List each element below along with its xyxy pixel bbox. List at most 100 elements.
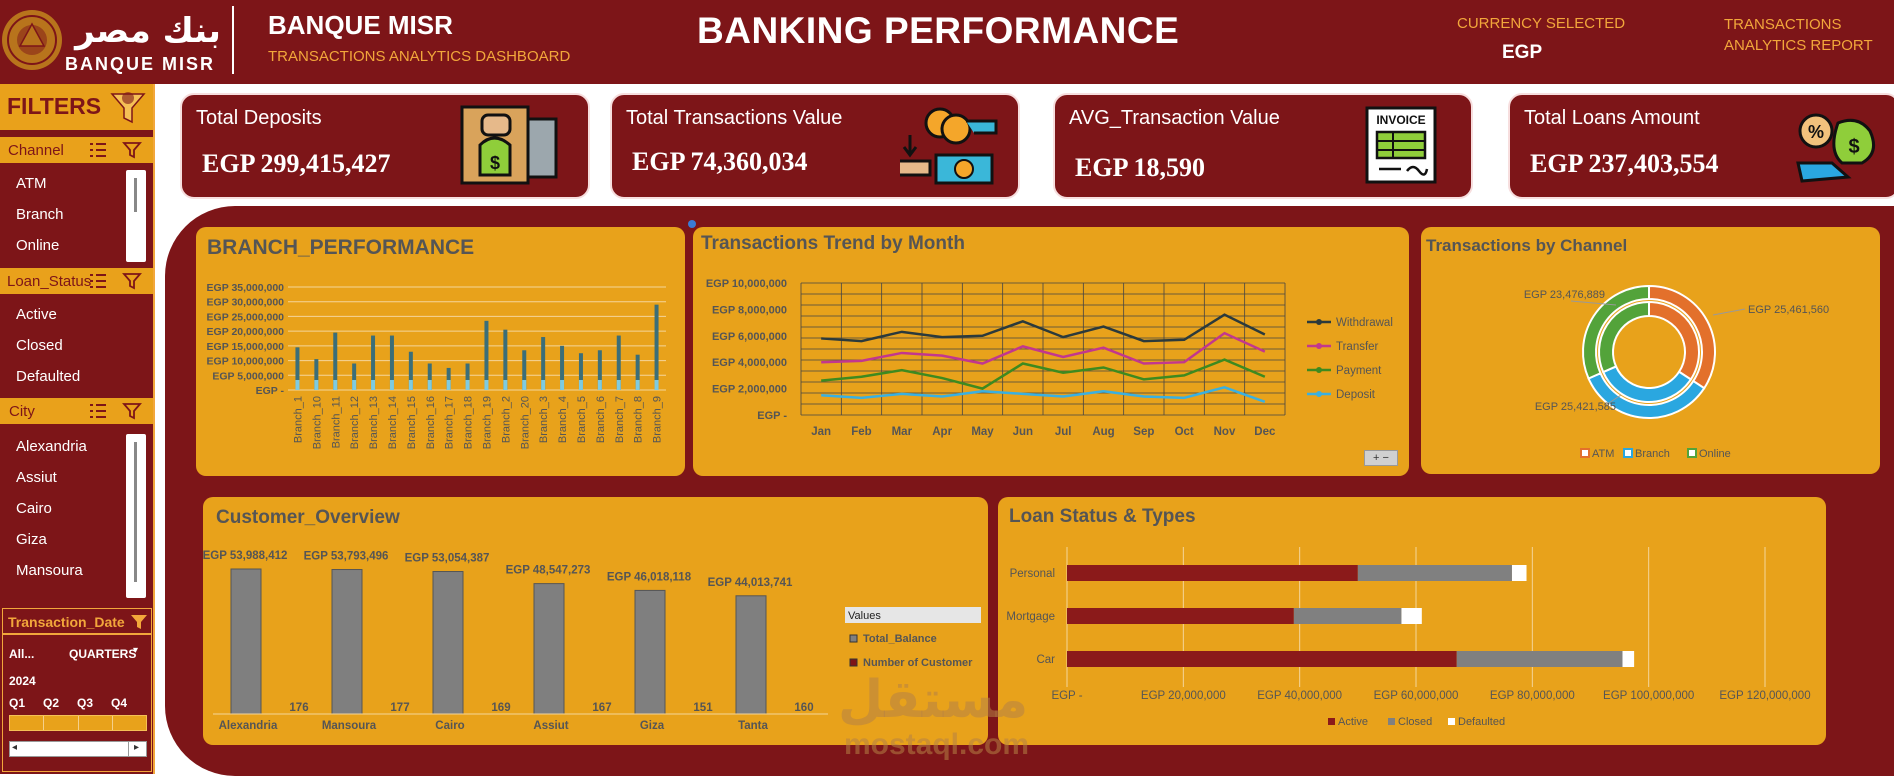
x-tick-label: Feb <box>851 426 871 438</box>
bar <box>616 335 621 390</box>
multi-select-icon[interactable] <box>88 272 108 290</box>
x-tick-label: Branch_16 <box>425 396 437 449</box>
x-tick-label: Branch_19 <box>481 396 493 449</box>
kpi-value: EGP 74,360,034 <box>632 147 808 176</box>
data-label: EGP 46,018,118 <box>607 571 692 583</box>
bar <box>560 345 565 390</box>
svg-text:$: $ <box>1848 136 1859 158</box>
bar <box>522 350 527 390</box>
legend-marker <box>1316 367 1322 373</box>
bar <box>533 583 565 715</box>
bar-base <box>522 380 527 390</box>
clear-filter-icon[interactable] <box>129 613 149 631</box>
quarter-q2[interactable]: Q2 <box>43 696 60 710</box>
clear-filter-icon[interactable] <box>122 272 142 290</box>
chevron-down-icon[interactable]: ▾ <box>133 645 139 656</box>
channel-item-atm[interactable]: ATM <box>16 175 47 192</box>
bar <box>465 363 470 390</box>
logo-latin: BANQUE MISR <box>65 54 215 74</box>
bar-segment <box>1293 608 1402 624</box>
currency-value[interactable]: EGP <box>1502 42 1543 63</box>
x-tick-label: Branch_20 <box>519 396 531 449</box>
loan-status-item-defaulted[interactable]: Defaulted <box>16 368 81 385</box>
loan-status-item-closed[interactable]: Closed <box>16 337 63 354</box>
loan-money-bag-icon: % $ <box>1796 113 1876 183</box>
quarter-q3[interactable]: Q3 <box>77 696 94 710</box>
clear-filter-icon[interactable] <box>122 402 142 420</box>
bar-base <box>408 380 413 390</box>
channel-item-online[interactable]: Online <box>16 237 60 254</box>
bar-segment <box>1511 565 1527 581</box>
data-label: 169 <box>491 702 510 714</box>
bar <box>634 589 666 715</box>
x-tick-label: Branch_13 <box>368 396 380 449</box>
bar <box>635 354 640 390</box>
x-tick-label: Apr <box>932 426 952 438</box>
x-tick-label: Branch_14 <box>387 396 399 449</box>
y-tick-label: Mortgage <box>1006 611 1055 623</box>
y-tick-label: EGP - <box>256 385 285 397</box>
date-all-label[interactable]: All... <box>9 647 35 661</box>
timeline-scrollbar[interactable]: ◂ ▸ <box>9 741 147 757</box>
legend-label: Number of Customer <box>863 657 973 669</box>
y-tick-label: EGP - <box>757 410 787 422</box>
series-line <box>821 385 1266 403</box>
pie-slice <box>1598 300 1650 374</box>
filters-title: FILTERS <box>7 93 102 119</box>
data-label: 167 <box>592 702 611 714</box>
city-item-giza[interactable]: Giza <box>16 531 47 548</box>
legend-label: Branch <box>1635 448 1670 460</box>
city-item-assiut[interactable]: Assiut <box>16 469 57 486</box>
legend-marker <box>1316 343 1322 349</box>
quarter-q4[interactable]: Q4 <box>111 696 128 710</box>
bar <box>230 568 262 715</box>
report-link[interactable]: TRANSACTIONS ANALYTICS REPORT <box>1724 16 1873 54</box>
kpi-value: EGP 18,590 <box>1075 153 1206 182</box>
city-item-mansoura[interactable]: Mansoura <box>16 562 83 579</box>
data-label: 160 <box>794 702 813 714</box>
x-tick-label: EGP 60,000,000 <box>1374 690 1459 702</box>
bar-base <box>654 380 659 390</box>
y-tick-label: EGP 10,000,000 <box>207 356 285 368</box>
funnel-gear-icon <box>110 92 146 124</box>
multi-select-icon[interactable] <box>88 141 108 159</box>
bar-base <box>465 380 470 390</box>
loan-status-item-active[interactable]: Active <box>16 306 57 323</box>
bar-base <box>560 380 565 390</box>
clear-filter-icon[interactable] <box>122 141 142 159</box>
legend-title: Values <box>848 610 881 622</box>
branch-performance-panel: BRANCH_PERFORMANCE EGP - EGP 5,000,000 EGP… <box>196 227 685 476</box>
bank-name: BANQUE MISR <box>268 10 453 40</box>
data-label: EGP 48,547,273 <box>506 565 591 577</box>
page-title: BANKING PERFORMANCE <box>697 10 1180 51</box>
bar-base <box>503 380 508 390</box>
channel-filter-title: Channel <box>8 142 64 159</box>
city-scrollbar[interactable] <box>126 434 146 598</box>
city-item-alexandria[interactable]: Alexandria <box>16 438 87 455</box>
legend-swatch <box>849 634 858 643</box>
x-tick-label: Jun <box>1013 426 1033 438</box>
city-item-cairo[interactable]: Cairo <box>16 500 52 517</box>
quarter-q1[interactable]: Q1 <box>9 696 26 710</box>
data-label: EGP 25,461,560 <box>1748 304 1829 316</box>
x-tick-label: Nov <box>1214 426 1236 438</box>
bar <box>541 337 546 390</box>
multi-select-icon[interactable] <box>88 402 108 420</box>
kpi-label: Total Loans Amount <box>1524 107 1700 129</box>
x-tick-label: Giza <box>640 720 665 732</box>
bar-base <box>352 380 357 390</box>
bar-base <box>616 380 621 390</box>
date-period-dropdown[interactable]: QUARTERS <box>69 647 137 661</box>
quarter-timeline-bar[interactable] <box>9 715 147 731</box>
bar-segment <box>1622 651 1635 667</box>
channel-item-branch[interactable]: Branch <box>16 206 64 223</box>
x-tick-label: EGP 20,000,000 <box>1141 690 1226 702</box>
bar <box>484 320 489 390</box>
zoom-controls[interactable]: + − <box>1364 450 1398 466</box>
logo-divider <box>232 6 234 74</box>
channel-scrollbar[interactable] <box>126 170 146 262</box>
svg-text:$: $ <box>490 153 500 173</box>
bar-base <box>578 380 583 390</box>
bar-segment <box>1067 651 1457 667</box>
transactions-trend-chart: EGP - EGP 2,000,000 EGP 4,000,000 EGP 6,000… <box>706 278 1393 438</box>
